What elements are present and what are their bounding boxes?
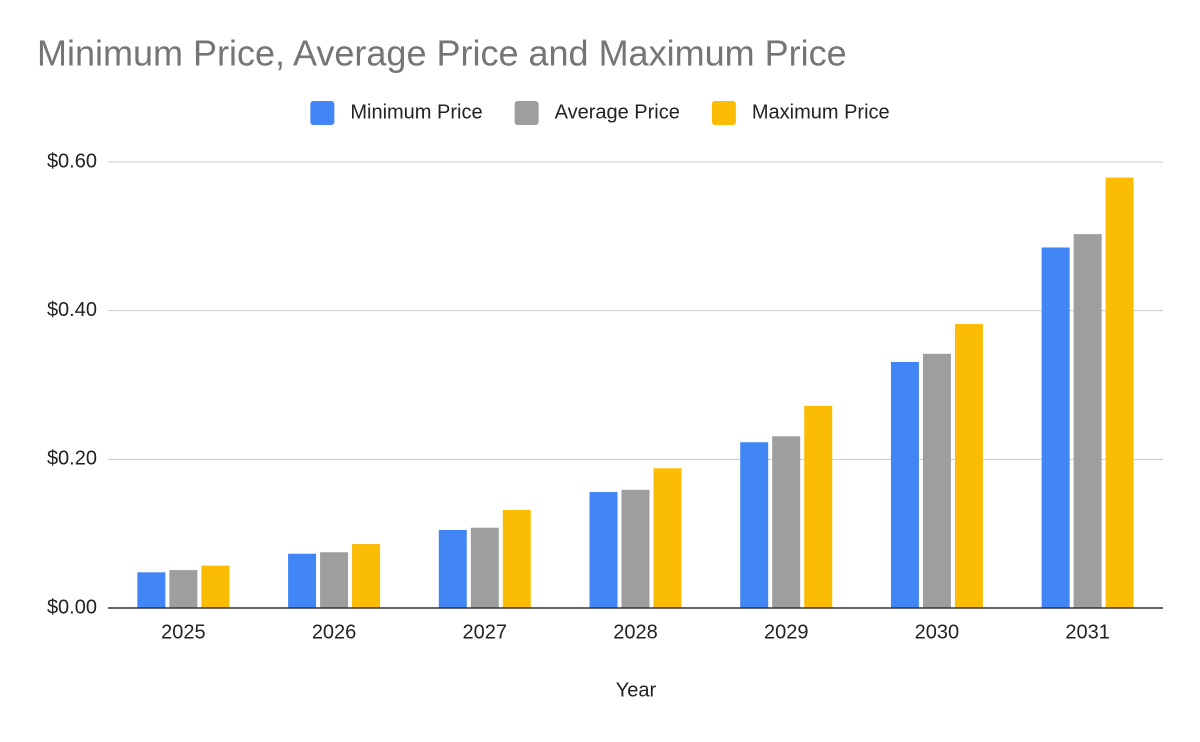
bar — [804, 405, 833, 608]
bar — [502, 509, 531, 608]
y-tick-label: $0.00 — [47, 596, 97, 618]
bar — [1105, 177, 1134, 609]
y-tick-label: $0.20 — [47, 448, 97, 470]
bar — [320, 552, 349, 608]
legend-swatch — [711, 101, 736, 125]
bar — [772, 436, 801, 608]
legend-swatch — [310, 101, 335, 125]
legend-label: Maximum Price — [752, 101, 890, 123]
x-tick-label: 2028 — [613, 621, 658, 643]
bar — [470, 527, 499, 608]
bar — [288, 553, 317, 608]
bar — [954, 324, 983, 608]
bar — [169, 570, 198, 608]
bar — [1073, 234, 1102, 608]
y-tick-label: $0.40 — [47, 299, 97, 321]
legend-label: Average Price — [555, 101, 680, 123]
bar — [1041, 247, 1070, 608]
x-tick-label: 2026 — [312, 621, 357, 643]
bar — [438, 529, 467, 608]
bar — [621, 489, 650, 608]
bar — [922, 353, 951, 608]
x-tick-label: 2030 — [915, 621, 960, 643]
x-axis-label: Year — [616, 679, 657, 701]
x-tick-label: 2027 — [463, 621, 508, 643]
bar — [653, 468, 682, 608]
x-tick-label: 2025 — [161, 621, 206, 643]
chart-title: Minimum Price, Average Price and Maximum… — [37, 33, 847, 74]
y-tick-label: $0.60 — [47, 150, 97, 172]
x-tick-label: 2031 — [1065, 621, 1110, 643]
bar — [201, 565, 230, 608]
legend-label: Minimum Price — [350, 101, 482, 123]
x-tick-label: 2029 — [764, 621, 809, 643]
bar — [589, 492, 618, 608]
bar — [137, 572, 166, 608]
bar — [352, 544, 381, 608]
bar — [890, 361, 919, 608]
bar — [740, 442, 769, 608]
legend-swatch — [514, 101, 539, 125]
